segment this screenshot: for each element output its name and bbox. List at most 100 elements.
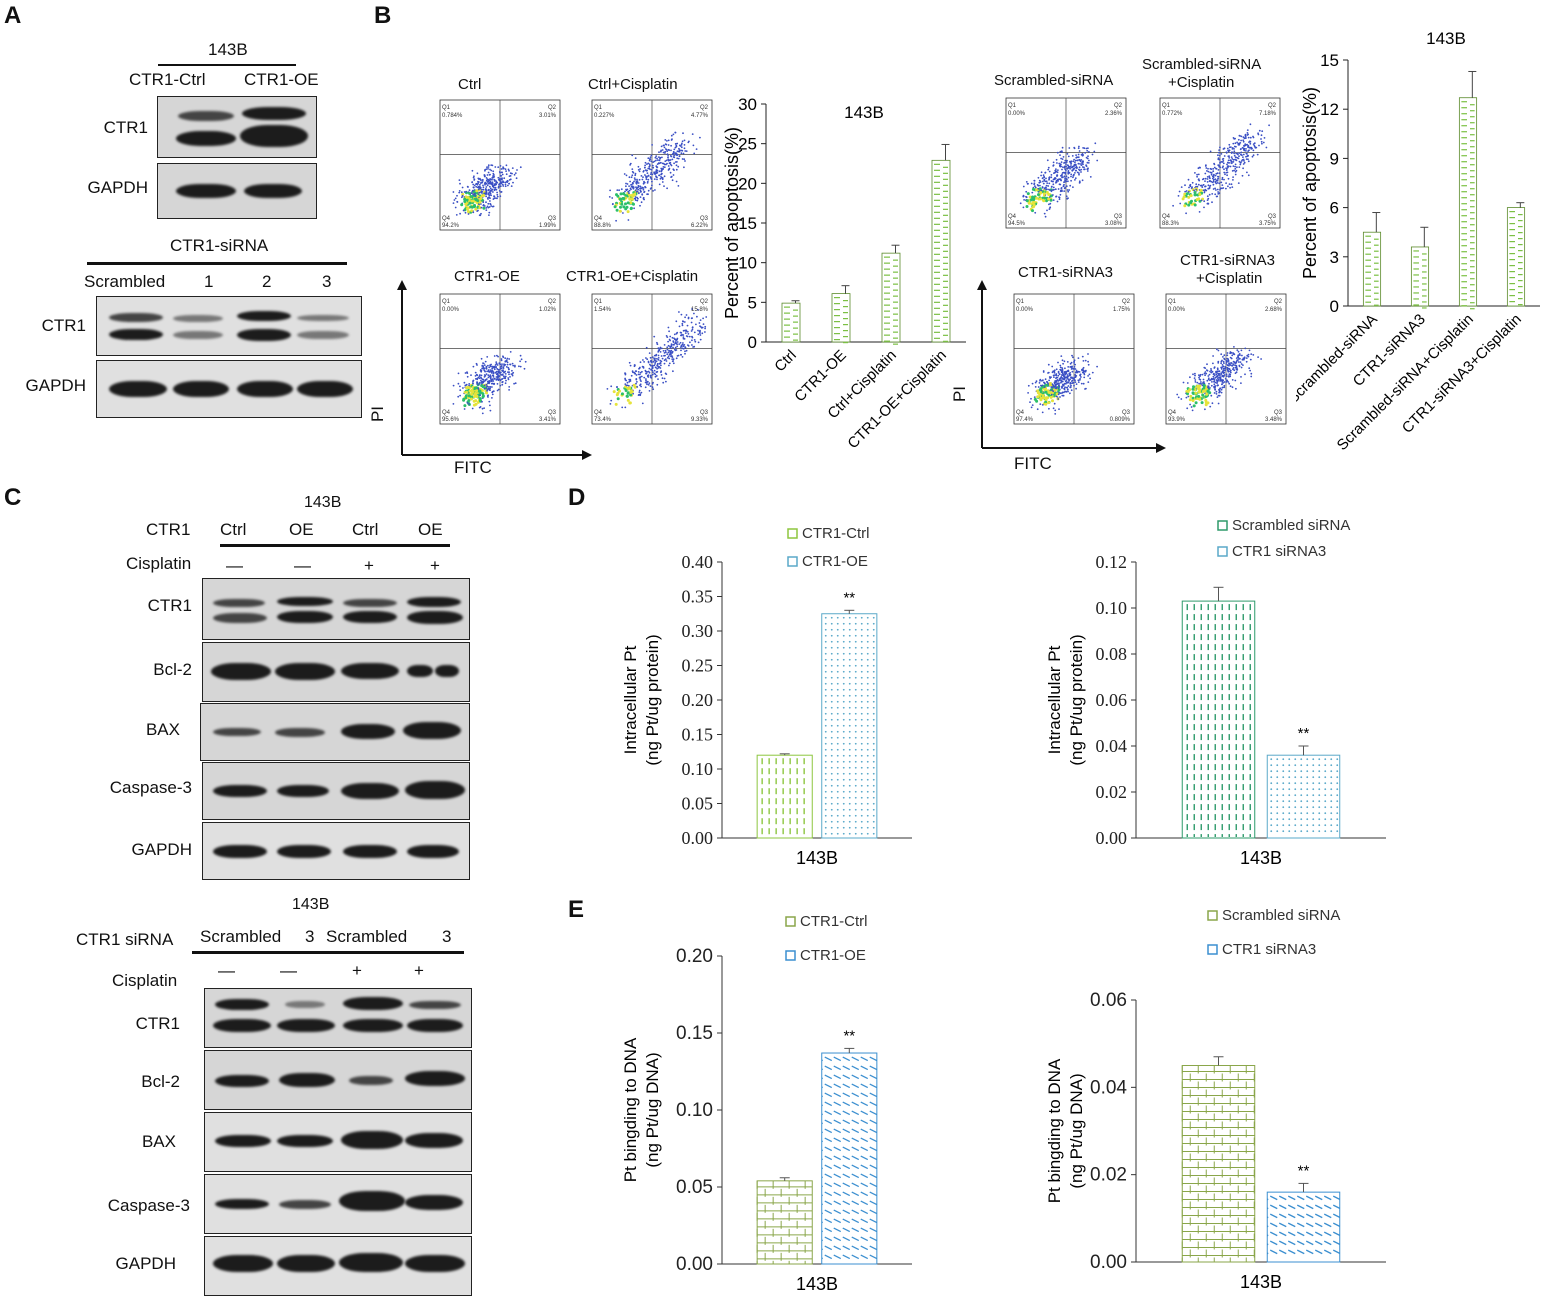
flow-title-scr-cis-2: +Cisplatin bbox=[1168, 74, 1235, 91]
flow-event-dot bbox=[1250, 148, 1253, 150]
flow-event-dot bbox=[642, 196, 645, 199]
bar-pattern bbox=[824, 682, 827, 685]
flow-event-dot bbox=[472, 193, 474, 195]
y-tick-label: 3 bbox=[1330, 248, 1339, 267]
panel-c-bottom-blot-bcl2 bbox=[204, 1050, 472, 1110]
flow-event-dot bbox=[670, 355, 672, 358]
flow-event-dot bbox=[1235, 387, 1237, 390]
bar-pattern bbox=[860, 700, 863, 703]
y-tick-label: 30 bbox=[738, 95, 757, 114]
flow-event-dot bbox=[683, 144, 686, 146]
y-tick-label: 0.04 bbox=[1090, 1077, 1127, 1098]
flow-event-dot bbox=[1257, 356, 1259, 358]
bar-pattern bbox=[836, 802, 839, 805]
flow-event-dot bbox=[669, 347, 672, 349]
bar-pattern bbox=[872, 664, 875, 667]
flow-event-dot bbox=[644, 186, 647, 189]
flow-event-dot bbox=[473, 175, 475, 178]
flow-event-dot bbox=[510, 185, 513, 187]
flow-event-dot bbox=[500, 191, 503, 193]
flow-event-dot bbox=[676, 355, 679, 357]
flow-event-dot bbox=[1249, 142, 1252, 145]
bar-pattern bbox=[842, 1173, 851, 1179]
flow-event-dot bbox=[654, 361, 657, 364]
flow-event-dot bbox=[1198, 378, 1201, 380]
flow-event-dot bbox=[509, 363, 512, 366]
flow-event-dot bbox=[487, 374, 490, 377]
flow-event-dot bbox=[1058, 373, 1061, 376]
bar-pattern bbox=[1336, 824, 1339, 827]
flow-event-dot bbox=[1225, 152, 1228, 154]
bar-pattern bbox=[1276, 800, 1279, 803]
panel-c-top-cis-1: — bbox=[226, 556, 243, 575]
flow-event-dot bbox=[1201, 186, 1204, 188]
flow-right-x-label: FITC bbox=[1014, 454, 1052, 473]
flow-event-dot bbox=[483, 174, 486, 176]
bar-pattern bbox=[1294, 812, 1297, 815]
flow-event-dot bbox=[1222, 375, 1225, 378]
flow-event-dot bbox=[667, 139, 670, 142]
panel-c-bottom-row-bax: BAX bbox=[141, 1132, 176, 1151]
flow-event-dot bbox=[657, 378, 659, 380]
bar-pattern bbox=[821, 1059, 824, 1062]
bar-pattern bbox=[1288, 824, 1291, 827]
flow-event-dot bbox=[691, 339, 693, 342]
flow-event-dot bbox=[1247, 174, 1250, 177]
flow-event-dot bbox=[675, 349, 678, 351]
flow-event-dot bbox=[633, 197, 636, 200]
flow-event-dot bbox=[1088, 373, 1091, 376]
flow-event-dot bbox=[646, 371, 649, 373]
bar-pattern bbox=[854, 808, 857, 811]
flow-event-dot bbox=[481, 364, 484, 367]
flow-event-dot bbox=[1067, 375, 1069, 378]
flow-event-dot bbox=[1045, 191, 1049, 194]
flow-right-y-label: PI bbox=[950, 385, 970, 403]
bar-pattern bbox=[830, 778, 833, 781]
flow-event-dot bbox=[649, 173, 652, 175]
flow-event-dot bbox=[1030, 406, 1033, 409]
flow-event-dot bbox=[491, 365, 494, 368]
flow-event-dot bbox=[478, 178, 480, 180]
flow-q2-value: 15.8% bbox=[691, 307, 709, 313]
flow-event-dot bbox=[1057, 370, 1060, 373]
flow-event-dot bbox=[1220, 391, 1223, 394]
flow-event-dot bbox=[1206, 369, 1209, 372]
bar-pattern bbox=[1282, 806, 1285, 809]
bar-pattern bbox=[854, 790, 857, 793]
flow-event-dot bbox=[495, 365, 497, 368]
flow-event-dot bbox=[639, 168, 641, 170]
flow-event-dot bbox=[1074, 172, 1076, 174]
flow-event-dot bbox=[1250, 353, 1253, 355]
flow-event-dot bbox=[1066, 164, 1069, 167]
flow-event-dot bbox=[1052, 183, 1055, 186]
flow-event-dot bbox=[624, 202, 627, 206]
bar-pattern bbox=[842, 1110, 851, 1116]
flow-event-dot bbox=[642, 188, 645, 191]
flow-event-dot bbox=[492, 376, 495, 378]
flow-event-dot bbox=[1216, 188, 1219, 191]
flow-event-dot bbox=[628, 380, 631, 383]
flow-q1-value: 0.00% bbox=[1168, 307, 1186, 313]
flow-event-dot bbox=[491, 181, 494, 184]
flow-event-dot bbox=[637, 373, 640, 376]
flow-event-dot bbox=[501, 178, 503, 181]
flow-event-dot bbox=[698, 322, 701, 324]
flow-event-dot bbox=[1190, 406, 1193, 408]
bar-pattern bbox=[824, 802, 827, 805]
y-tick-label: 0.15 bbox=[682, 725, 714, 745]
flow-event-dot bbox=[1081, 368, 1084, 370]
flow-event-dot bbox=[475, 395, 479, 399]
flow-event-dot bbox=[501, 383, 504, 386]
bar-pattern bbox=[866, 754, 869, 757]
bar-pattern bbox=[1294, 806, 1297, 809]
flow-event-dot bbox=[501, 373, 504, 376]
flow-event-dot bbox=[1198, 376, 1200, 379]
flow-event-dot bbox=[1229, 186, 1231, 189]
flow-event-dot bbox=[1225, 169, 1228, 171]
flow-q2-label: Q2 bbox=[1268, 103, 1277, 109]
bar-pattern bbox=[869, 1191, 878, 1197]
flow-event-dot bbox=[1203, 382, 1206, 385]
flow-event-dot bbox=[691, 336, 694, 339]
flow-event-dot bbox=[1252, 149, 1255, 152]
flow-event-dot bbox=[635, 181, 638, 184]
